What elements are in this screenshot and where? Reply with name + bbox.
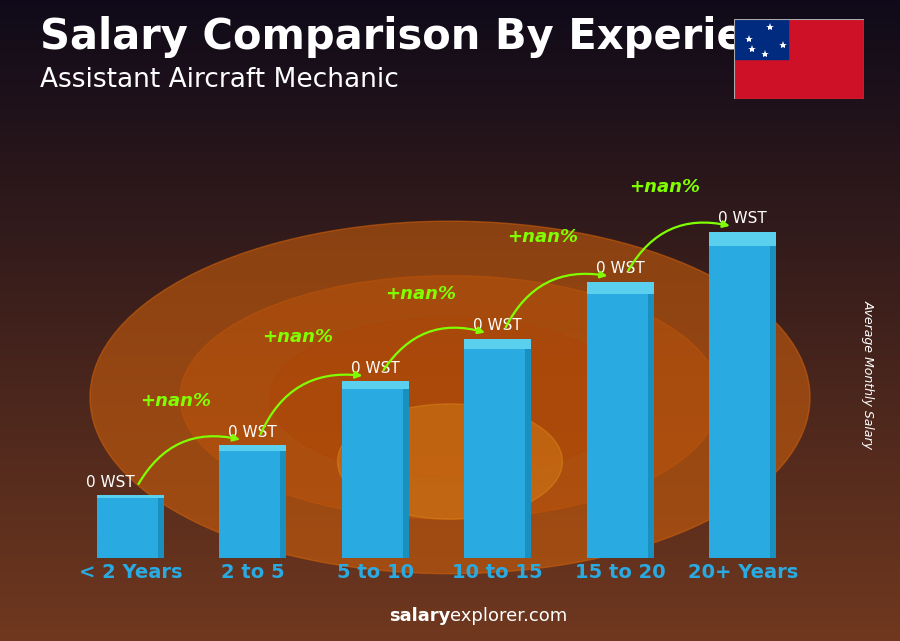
- Text: Salary Comparison By Experience: Salary Comparison By Experience: [40, 16, 828, 58]
- Text: salary: salary: [389, 607, 450, 625]
- Text: +nan%: +nan%: [262, 328, 333, 345]
- Text: 0 WST: 0 WST: [473, 319, 522, 333]
- Ellipse shape: [180, 276, 720, 519]
- Text: +nan%: +nan%: [384, 285, 455, 303]
- Bar: [587, 281, 654, 558]
- Text: 0 WST: 0 WST: [351, 361, 400, 376]
- Text: +nan%: +nan%: [140, 392, 211, 410]
- Bar: [709, 232, 777, 558]
- Bar: [96, 495, 164, 498]
- Bar: [648, 281, 654, 558]
- Bar: [403, 381, 409, 558]
- Bar: [734, 19, 788, 60]
- Text: 0 WST: 0 WST: [596, 262, 644, 276]
- Bar: [587, 281, 654, 294]
- Bar: [219, 445, 286, 451]
- Ellipse shape: [90, 221, 810, 574]
- Bar: [464, 338, 531, 558]
- Bar: [281, 445, 286, 558]
- Bar: [342, 381, 409, 389]
- Bar: [770, 232, 777, 558]
- Text: 0 WST: 0 WST: [229, 425, 277, 440]
- Bar: [96, 495, 164, 558]
- Text: explorer.com: explorer.com: [450, 607, 567, 625]
- Bar: [158, 495, 164, 558]
- Bar: [342, 381, 409, 558]
- Text: 0 WST: 0 WST: [718, 212, 767, 226]
- Bar: [526, 338, 531, 558]
- Ellipse shape: [338, 404, 562, 519]
- Ellipse shape: [270, 317, 630, 478]
- Bar: [709, 232, 777, 247]
- Text: 0 WST: 0 WST: [86, 475, 134, 490]
- Text: Assistant Aircraft Mechanic: Assistant Aircraft Mechanic: [40, 67, 400, 94]
- Text: +nan%: +nan%: [629, 178, 700, 196]
- Bar: [464, 338, 531, 349]
- Bar: [219, 445, 286, 558]
- Text: +nan%: +nan%: [507, 228, 578, 246]
- Text: Average Monthly Salary: Average Monthly Salary: [862, 301, 875, 449]
